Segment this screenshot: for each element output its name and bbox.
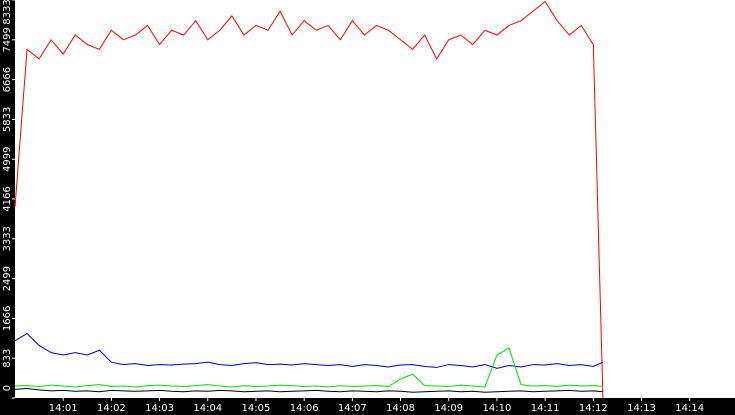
- y-tick-label: 3333: [2, 226, 13, 251]
- y-tick-label: 4166: [2, 186, 13, 211]
- y-tick-label: 4999: [2, 147, 13, 172]
- y-tick-label: 2499: [2, 266, 13, 291]
- y-tick-label: 5833: [2, 107, 13, 132]
- x-tick-label: 14:11: [531, 403, 560, 414]
- x-tick-label: 14:12: [579, 403, 608, 414]
- y-tick-label: 8333: [2, 0, 13, 25]
- x-tick-label: 14:06: [290, 403, 319, 414]
- series-line: [14, 0, 604, 399]
- x-tick-label: 14:04: [193, 403, 222, 414]
- x-tick-label: 14:09: [434, 403, 463, 414]
- x-tick-label: 14:10: [483, 403, 512, 414]
- x-tick-label: 14:05: [242, 403, 271, 414]
- x-axis-band: [0, 398, 735, 415]
- x-tick-label: 14:13: [627, 403, 656, 414]
- series-line: [14, 347, 603, 388]
- series-line: [14, 332, 604, 369]
- series-line: [14, 387, 603, 393]
- x-tick-label: 14:14: [675, 403, 704, 414]
- x-tick-label: 14:02: [97, 403, 126, 414]
- x-tick-label: 14:03: [145, 403, 174, 414]
- x-tick-label: 14:01: [49, 403, 78, 414]
- y-tick-label: 6666: [2, 67, 13, 92]
- y-tick-label: 7499: [2, 27, 13, 52]
- y-tick-label: 833: [2, 349, 13, 368]
- y-tick-label: 0: [2, 385, 13, 391]
- y-axis-band: [0, 0, 15, 415]
- x-tick-label: 14:08: [386, 403, 415, 414]
- y-tick-label: 1666: [2, 306, 13, 331]
- x-tick-label: 14:07: [338, 403, 367, 414]
